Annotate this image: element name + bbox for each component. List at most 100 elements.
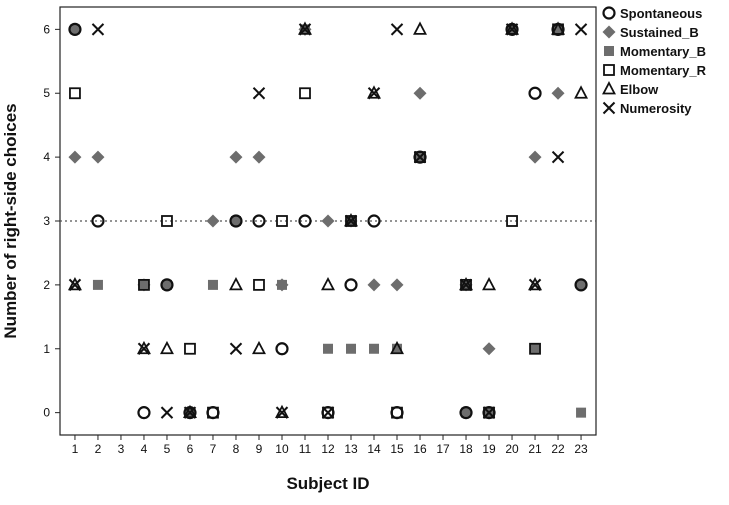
point-spontaneous [68, 22, 82, 36]
legend: Spontaneous Sustained_B Momentary_B Momenta… [602, 6, 707, 116]
y-tick-label: 5 [43, 86, 50, 100]
point-spontaneous [505, 22, 519, 36]
point-spontaneous [252, 214, 266, 228]
point-sustained-b [482, 342, 496, 356]
x-tick-label: 6 [187, 442, 194, 456]
legend-label-momentary-r: Momentary_R [620, 63, 707, 78]
point-spontaneous [551, 22, 565, 36]
point-numerosity [91, 23, 105, 36]
point-momentary-b [138, 279, 149, 290]
legend-label-elbow: Elbow [620, 82, 659, 97]
point-numerosity [482, 406, 496, 419]
point-elbow [251, 340, 266, 355]
legend-marker-spontaneous [602, 6, 616, 20]
point-momentary-b [369, 343, 380, 354]
point-sustained-b [229, 150, 243, 164]
point-elbow [344, 213, 358, 227]
point-numerosity [413, 150, 427, 164]
x-tick-label: 17 [436, 442, 450, 456]
x-tick-label: 20 [505, 442, 519, 456]
x-tick-label: 9 [256, 442, 263, 456]
point-numerosity [275, 406, 289, 419]
point-spontaneous [183, 406, 197, 420]
point-spontaneous [344, 278, 358, 292]
point-elbow [298, 21, 312, 35]
x-tick-label: 10 [275, 442, 289, 456]
y-tick-label: 0 [43, 406, 50, 420]
y-tick-label: 2 [43, 278, 50, 292]
x-tick-label: 21 [528, 442, 542, 456]
point-numerosity [68, 278, 82, 292]
point-momentary-r [506, 215, 518, 227]
tick-layer: 1 2 3 4 5 6 7 8 9 10 11 12 13 14 15 16 17 18 19 20 21 22 23012… [43, 22, 588, 456]
legend-label-sustained-b: Sustained_B [620, 25, 699, 40]
legend-marker-momentary-b [604, 46, 614, 56]
point-spontaneous [229, 214, 243, 228]
point-spontaneous [390, 406, 404, 420]
point-numerosity [505, 23, 519, 36]
point-spontaneous [413, 150, 427, 164]
x-tick-label: 15 [390, 442, 404, 456]
point-elbow [136, 340, 151, 355]
point-spontaneous [275, 342, 289, 356]
legend-marker-elbow [602, 81, 616, 95]
x-tick-label: 3 [118, 442, 125, 456]
x-tick-label: 23 [574, 442, 588, 456]
x-tick-label: 2 [95, 442, 102, 456]
point-elbow [159, 340, 174, 355]
y-tick-label: 3 [43, 214, 50, 228]
y-tick-label: 4 [43, 150, 50, 164]
point-numerosity [574, 23, 588, 36]
x-tick-label: 22 [551, 442, 565, 456]
x-tick-label: 11 [299, 442, 312, 456]
point-momentary-r [253, 278, 265, 291]
legend-marker-numerosity [602, 101, 616, 115]
x-tick-label: 14 [367, 442, 381, 456]
point-numerosity [459, 278, 473, 292]
point-sustained-b [252, 150, 266, 164]
point-sustained-b [413, 86, 427, 100]
point-momentary-r [276, 215, 288, 227]
point-elbow [482, 276, 497, 291]
point-spontaneous [482, 406, 496, 420]
point-spontaneous [206, 406, 220, 420]
point-spontaneous [137, 406, 151, 420]
point-momentary-b [276, 279, 287, 290]
point-sustained-b [206, 214, 220, 228]
marker-layer [67, 21, 589, 420]
point-elbow [459, 276, 474, 291]
point-spontaneous [91, 214, 105, 228]
point-momentary-b [392, 343, 403, 354]
x-tick-label: 8 [233, 442, 240, 456]
point-momentary-b [69, 24, 80, 35]
point-numerosity [321, 406, 335, 419]
point-momentary-r [184, 342, 196, 355]
point-sustained-b [551, 86, 565, 100]
point-momentary-b [461, 407, 472, 418]
point-sustained-b [68, 150, 82, 164]
point-elbow [275, 404, 289, 419]
point-elbow [528, 276, 543, 291]
y-tick-label: 6 [43, 22, 50, 36]
x-tick-label: 16 [413, 442, 427, 456]
point-numerosity [137, 342, 151, 355]
point-spontaneous [459, 406, 473, 420]
point-elbow [574, 85, 589, 99]
point-spontaneous [528, 86, 542, 100]
point-numerosity [298, 23, 312, 36]
legend-label-momentary-b: Momentary_B [620, 44, 706, 59]
point-sustained-b [321, 214, 335, 228]
point-sustained-b [91, 150, 105, 164]
point-momentary-b [553, 24, 564, 35]
x-tick-label: 4 [141, 442, 148, 456]
point-elbow [413, 21, 428, 35]
point-spontaneous [298, 214, 312, 228]
point-spontaneous [321, 406, 335, 420]
point-elbow [67, 276, 82, 291]
point-numerosity [252, 87, 266, 100]
point-momentary-b [323, 343, 333, 354]
point-spontaneous [367, 214, 381, 228]
point-sustained-b [390, 278, 404, 292]
point-numerosity [229, 342, 243, 355]
